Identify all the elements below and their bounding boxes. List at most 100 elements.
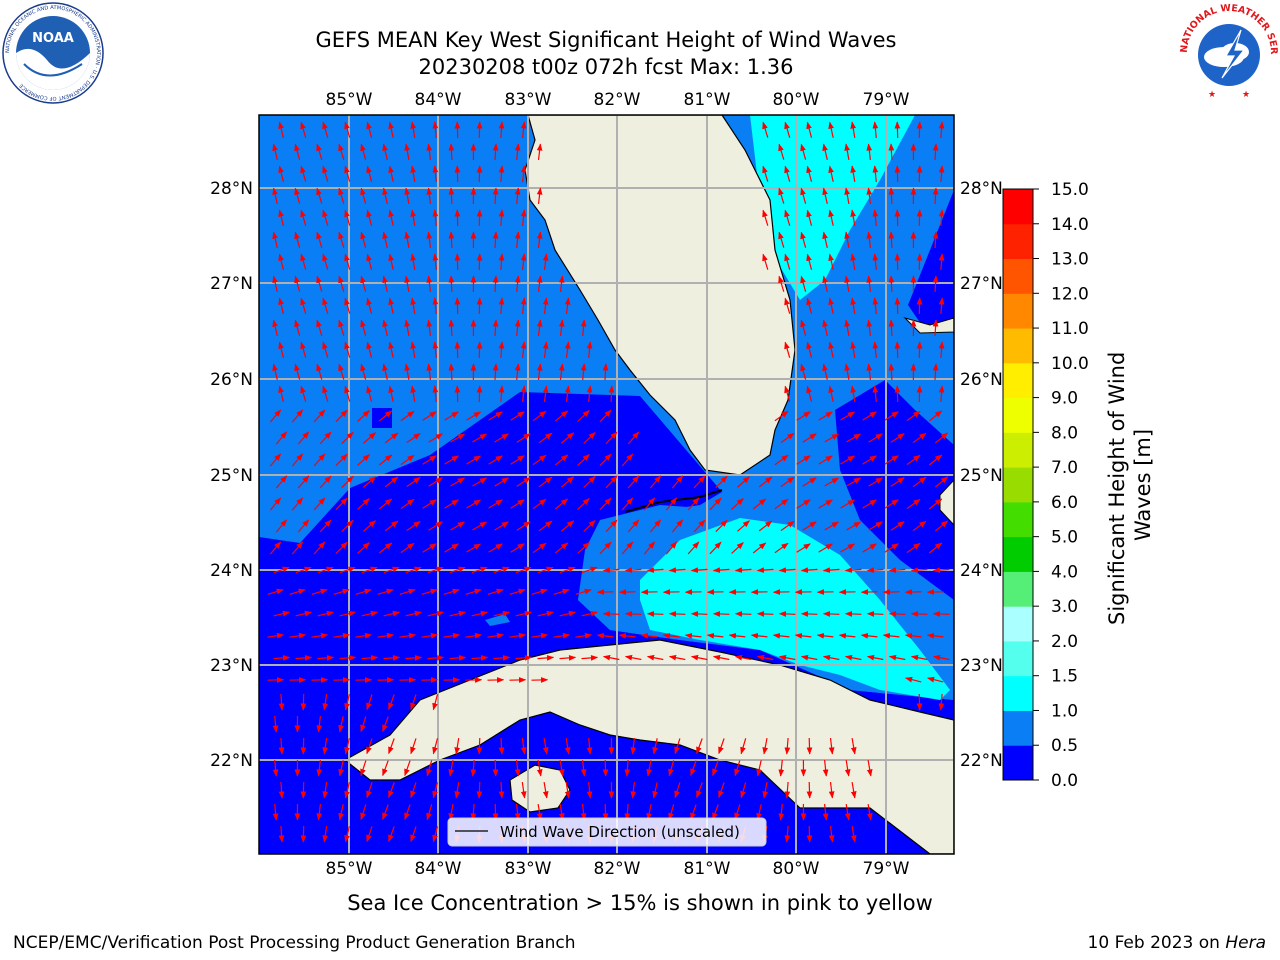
lat-label-right: 25°N xyxy=(960,466,1003,486)
wave-arrow xyxy=(316,363,323,380)
wave-arrow xyxy=(668,611,686,617)
wave-arrow xyxy=(399,588,416,595)
wave-arrow xyxy=(822,187,828,204)
colorbar-tick-label: 6.0 xyxy=(1051,493,1078,513)
wave-arrow xyxy=(828,297,834,314)
lat-label-right: 26°N xyxy=(960,370,1003,390)
wave-arrow xyxy=(454,738,461,755)
latitude-labels-right: 28°N 27°N 26°N 25°N 24°N 23°N 22°N xyxy=(960,179,1003,771)
lat-label-right: 28°N xyxy=(960,179,1003,199)
wave-arrow xyxy=(476,737,483,755)
wave-arrow xyxy=(509,588,526,595)
wave-arrow xyxy=(652,738,658,755)
wave-arrow xyxy=(382,231,388,248)
colorbar-swatch xyxy=(1003,189,1033,225)
colorbar-tick-label: 13.0 xyxy=(1051,250,1089,270)
chart-subtitle: 20230208 t00z 072h fcst Max: 1.36 xyxy=(418,55,794,79)
wave-arrow xyxy=(384,520,399,532)
wave-arrow xyxy=(448,759,455,777)
wave-arrow xyxy=(806,781,813,799)
wave-arrow xyxy=(388,121,394,138)
wave-arrow xyxy=(404,363,411,381)
wave-arrow xyxy=(378,542,393,554)
wave-arrow xyxy=(800,187,807,204)
wave-arrow xyxy=(454,385,461,403)
wave-arrow xyxy=(627,431,640,445)
wave-arrow xyxy=(272,275,278,292)
wave-arrow xyxy=(824,521,840,531)
wave-arrow xyxy=(410,297,417,315)
wave-arrow xyxy=(780,520,795,532)
wave-arrow xyxy=(388,165,394,182)
wave-arrow xyxy=(665,497,678,511)
colorbar-tick-label: 4.0 xyxy=(1051,562,1078,582)
wave-arrow xyxy=(360,231,367,248)
colorbar-tick-label: 3.0 xyxy=(1051,597,1078,617)
wave-arrow xyxy=(800,363,807,380)
wave-arrow xyxy=(934,432,949,444)
wave-arrow xyxy=(866,759,873,777)
wave-arrow xyxy=(355,632,373,639)
wave-arrow xyxy=(872,165,879,183)
wave-arrow xyxy=(520,297,527,315)
date-prefix: 10 Feb 2023 on xyxy=(1087,933,1226,953)
wave-arrow xyxy=(850,385,857,403)
wave-arrow xyxy=(690,760,697,777)
wave-arrow xyxy=(531,632,549,639)
wave-arrow xyxy=(382,275,388,292)
wave-arrow xyxy=(311,588,328,595)
wave-arrow xyxy=(492,319,499,337)
lat-label-left: 22°N xyxy=(210,751,253,771)
wave-arrow xyxy=(780,432,795,444)
wave-arrow xyxy=(514,143,521,161)
lon-label-top: 80°W xyxy=(773,90,820,110)
wave-arrow xyxy=(822,231,828,248)
wave-arrow xyxy=(311,632,329,639)
wave-arrow xyxy=(850,297,857,315)
wave-arrow xyxy=(542,385,549,402)
wave-arrow xyxy=(872,253,879,271)
wave-arrow xyxy=(558,363,565,380)
wave-arrow xyxy=(910,567,928,573)
wave-arrow xyxy=(421,632,439,639)
wave-arrow xyxy=(344,341,351,358)
wave-arrow xyxy=(360,319,367,336)
wave-arrow xyxy=(384,432,399,444)
wave-arrow xyxy=(272,143,278,160)
longitude-labels-top: 85°W 84°W 83°W 82°W 81°W 80°W 79°W xyxy=(326,90,910,110)
wave-arrow xyxy=(756,654,774,661)
wave-arrow xyxy=(357,542,370,554)
wave-arrow xyxy=(605,519,618,533)
wave-arrow xyxy=(906,542,921,554)
wave-arrow xyxy=(938,385,945,403)
wave-arrow xyxy=(278,781,285,799)
wave-arrow xyxy=(906,410,921,422)
wave-arrow xyxy=(802,477,817,487)
wave-arrow xyxy=(778,143,785,160)
lon-label-top: 85°W xyxy=(326,90,373,110)
wave-arrow xyxy=(344,738,350,755)
wave-arrow xyxy=(538,520,553,532)
wave-arrow xyxy=(828,253,834,270)
lat-label-left: 26°N xyxy=(210,370,253,390)
wave-arrow xyxy=(444,455,459,465)
wave-arrow xyxy=(627,519,640,533)
wave-arrow xyxy=(388,209,394,226)
wave-arrow xyxy=(471,566,488,574)
wave-arrow xyxy=(498,297,505,315)
wave-arrow xyxy=(313,409,326,423)
wave-arrow xyxy=(344,209,351,226)
wave-arrow xyxy=(471,655,489,661)
wave-arrow xyxy=(932,275,939,293)
lon-label-bottom: 80°W xyxy=(773,859,820,879)
colorbar-swatch xyxy=(1003,328,1033,364)
wave-arrow xyxy=(366,385,373,402)
land-bahamas xyxy=(903,317,954,334)
wave-arrow xyxy=(272,715,279,733)
colorbar-swatch xyxy=(1003,536,1033,572)
wave-arrow xyxy=(388,385,394,402)
wave-arrow xyxy=(561,432,575,444)
wave-arrow xyxy=(366,253,373,270)
wave-arrow xyxy=(872,385,879,403)
wave-arrow xyxy=(470,803,477,821)
